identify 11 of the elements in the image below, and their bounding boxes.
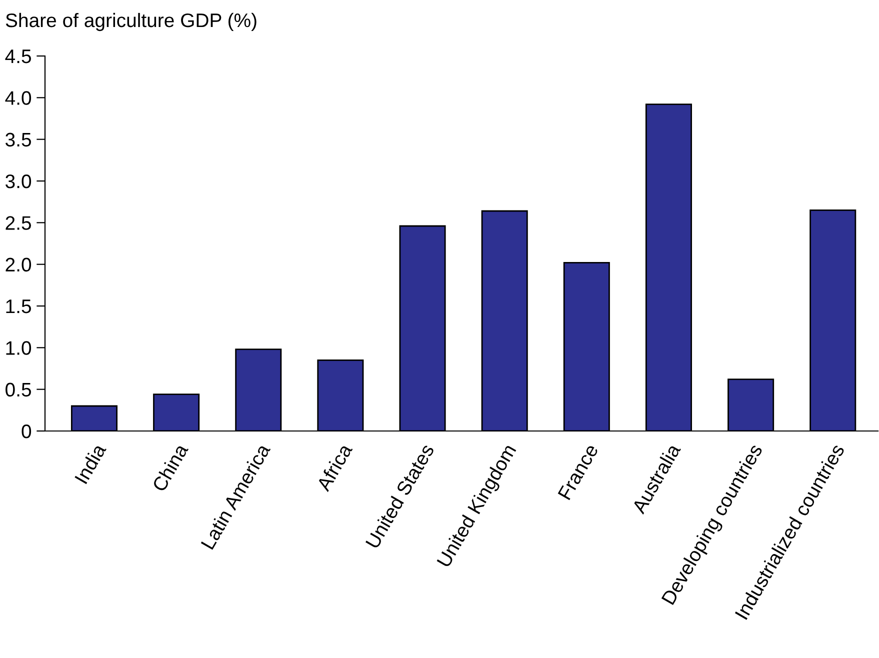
y-tick-label: 1.0 xyxy=(6,341,32,355)
y-axis-title: Share of agriculture GDP (%) xyxy=(6,12,256,32)
y-tick-label: 2.5 xyxy=(6,216,31,230)
y-tick-label: 2.0 xyxy=(6,258,32,272)
y-tick-label: 0 xyxy=(22,424,32,438)
y-tick-label: 4.5 xyxy=(5,50,31,64)
y-tick-label: 3.0 xyxy=(6,174,32,188)
y-tick-label: 3.5 xyxy=(6,132,31,147)
y-tick-label: 1.5 xyxy=(6,300,31,314)
y-tick-label: 4.0 xyxy=(5,91,32,105)
y-tick-label: 0.5 xyxy=(6,382,31,397)
